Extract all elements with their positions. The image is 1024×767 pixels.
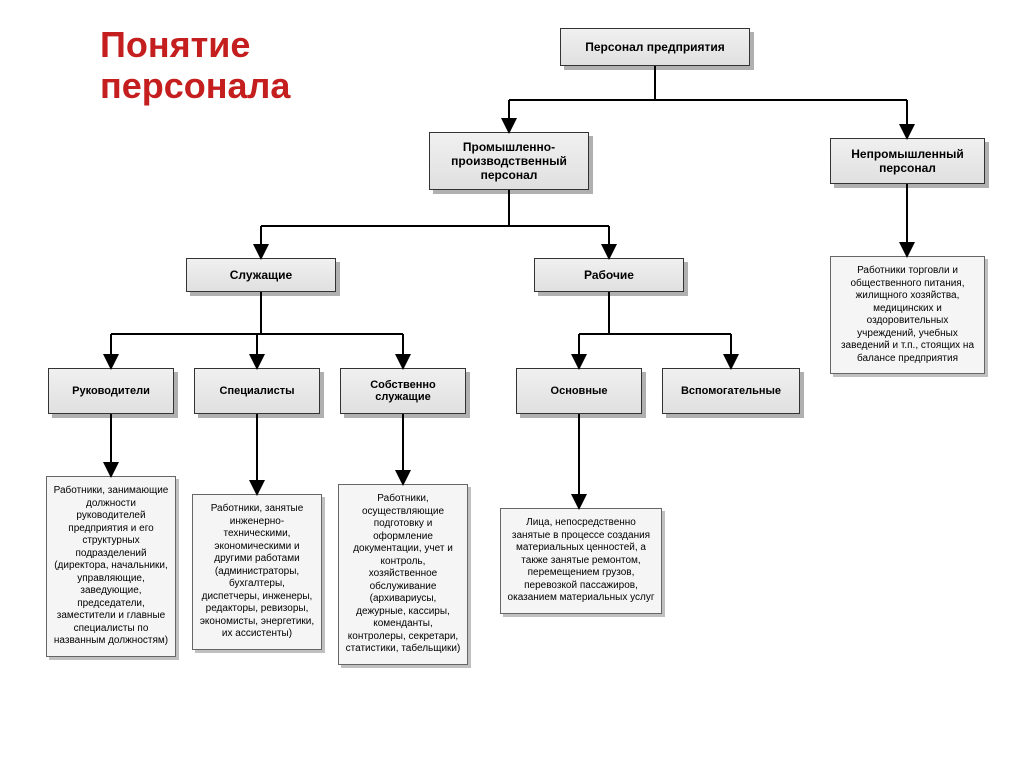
node-nonindustrial: Непромышленный персонал xyxy=(830,138,985,184)
detail-own-employees-text: Работники, осуществляющие подготовку и о… xyxy=(346,493,461,654)
node-industrial: Промышленно- производственный персонал xyxy=(429,132,589,190)
node-managers-label: Руководители xyxy=(72,385,150,397)
detail-own-employees: Работники, осуществляющие подготовку и о… xyxy=(338,484,468,665)
node-workers: Рабочие xyxy=(534,258,684,292)
page-title: Понятие персонала xyxy=(100,24,290,107)
node-workers-label: Рабочие xyxy=(584,268,634,282)
node-auxiliary: Вспомогательные xyxy=(662,368,800,414)
detail-specialists-text: Работники, занятые инженерно-техническим… xyxy=(200,503,314,639)
title-line1: Понятие xyxy=(100,24,250,65)
detail-managers-text: Работники, занимающие должности руководи… xyxy=(54,485,169,646)
node-own-employees: Собственно служащие xyxy=(340,368,466,414)
node-root: Персонал предприятия xyxy=(560,28,750,66)
detail-primary: Лица, непосредственно занятые в процессе… xyxy=(500,508,662,614)
detail-primary-text: Лица, непосредственно занятые в процессе… xyxy=(508,517,655,603)
detail-nonindustrial-text: Работники торговли и общественного питан… xyxy=(841,265,974,364)
node-primary-label: Основные xyxy=(551,385,608,397)
node-industrial-label: Промышленно- производственный персонал xyxy=(451,140,567,182)
node-auxiliary-label: Вспомогательные xyxy=(681,385,781,397)
node-managers: Руководители xyxy=(48,368,174,414)
node-employees-label: Служащие xyxy=(230,268,292,282)
detail-specialists: Работники, занятые инженерно-техническим… xyxy=(192,494,322,650)
title-line2: персонала xyxy=(100,65,290,106)
node-nonindustrial-label: Непромышленный персонал xyxy=(851,147,963,175)
node-specialists: Специалисты xyxy=(194,368,320,414)
node-root-label: Персонал предприятия xyxy=(585,40,725,54)
node-own-employees-label: Собственно служащие xyxy=(370,379,436,403)
detail-nonindustrial: Работники торговли и общественного питан… xyxy=(830,256,985,374)
node-primary: Основные xyxy=(516,368,642,414)
detail-managers: Работники, занимающие должности руководи… xyxy=(46,476,176,657)
node-specialists-label: Специалисты xyxy=(220,385,295,397)
node-employees: Служащие xyxy=(186,258,336,292)
